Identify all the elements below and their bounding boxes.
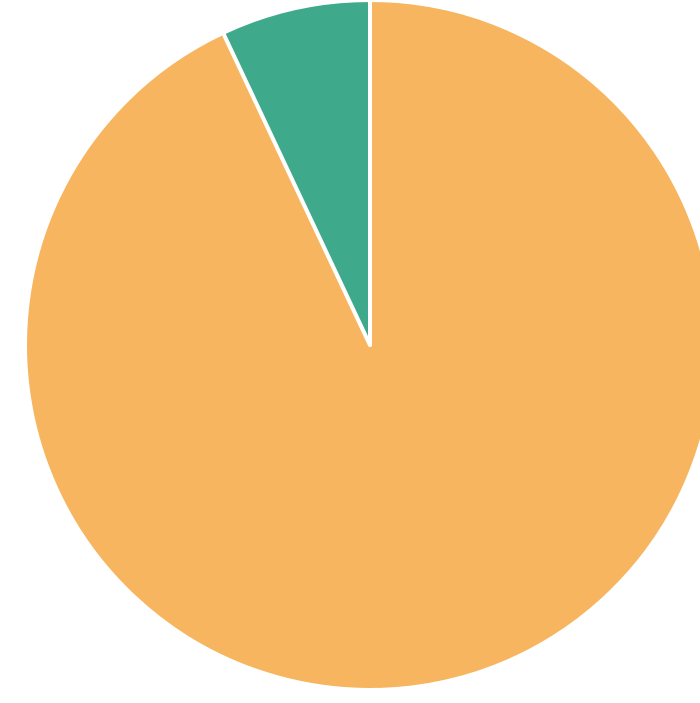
pie-slice-1 [221, 0, 372, 347]
pie-slices [23, 0, 700, 692]
pie-slice-0 [23, 0, 700, 692]
